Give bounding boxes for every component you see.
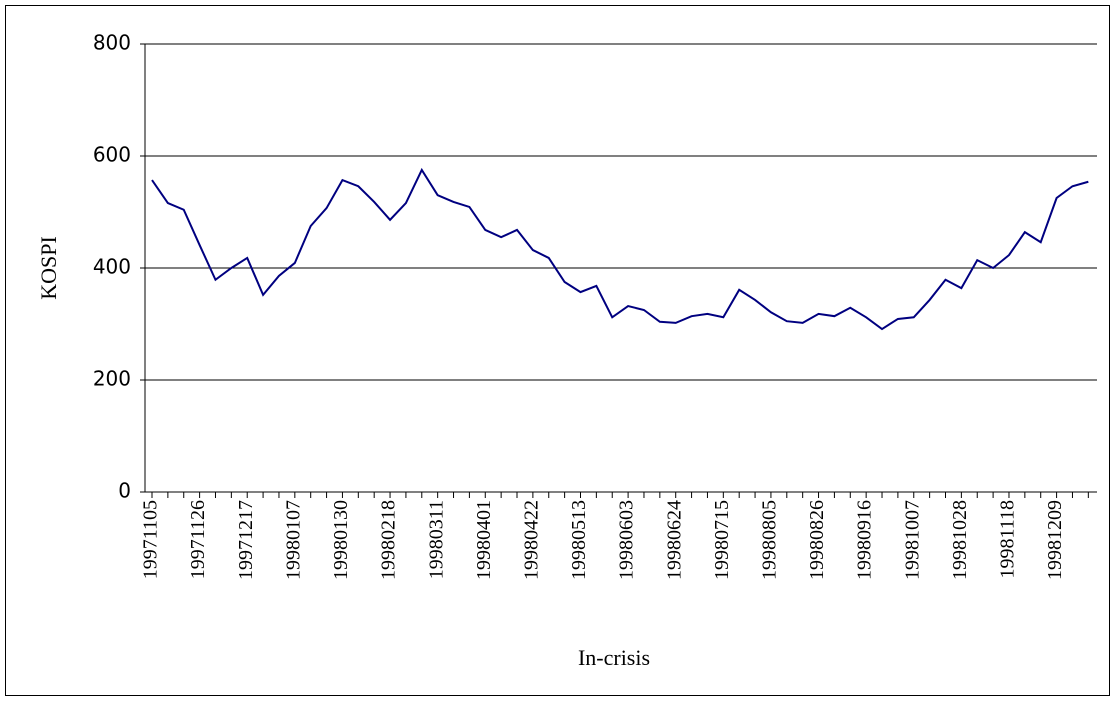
- x-tick-label: 19980311: [425, 500, 447, 579]
- x-tick-label: 19981209: [1044, 500, 1066, 580]
- x-axis-title: In-crisis: [578, 645, 650, 670]
- x-tick-label: 19980624: [663, 500, 685, 580]
- data-line: [151, 167, 1089, 331]
- x-tick-label: 19980130: [330, 500, 352, 580]
- x-tick-label: 19981007: [901, 500, 923, 580]
- y-tick-label: 800: [93, 31, 131, 55]
- y-tick-label: 600: [93, 143, 131, 167]
- x-tick-label: 19980826: [806, 500, 828, 580]
- y-axis-title: KOSPI: [36, 236, 61, 300]
- x-tick-label: 19981118: [997, 500, 1019, 579]
- y-tick-label: 200: [93, 367, 131, 391]
- x-tick-label: 19980422: [520, 500, 542, 580]
- chart-border: [5, 5, 1110, 696]
- x-tick-label: 19981028: [949, 500, 971, 580]
- x-tick-label: 19971126: [187, 500, 209, 579]
- x-tick-label: 19980513: [568, 500, 590, 580]
- x-tick-label: 19980401: [473, 500, 495, 580]
- y-tick-label: 0: [118, 479, 131, 503]
- x-tick-label: 19971105: [140, 500, 162, 579]
- x-tick-label: 19980805: [759, 500, 781, 580]
- x-tick-label: 19980916: [854, 500, 876, 580]
- x-tick-label: 19980218: [378, 500, 400, 580]
- x-tick-label: 19971217: [235, 500, 257, 580]
- x-tick-label: 19980107: [282, 500, 304, 580]
- y-tick-label: 400: [93, 255, 131, 279]
- x-tick-label: 19980715: [711, 500, 733, 580]
- x-tick-label: 19980603: [616, 500, 638, 580]
